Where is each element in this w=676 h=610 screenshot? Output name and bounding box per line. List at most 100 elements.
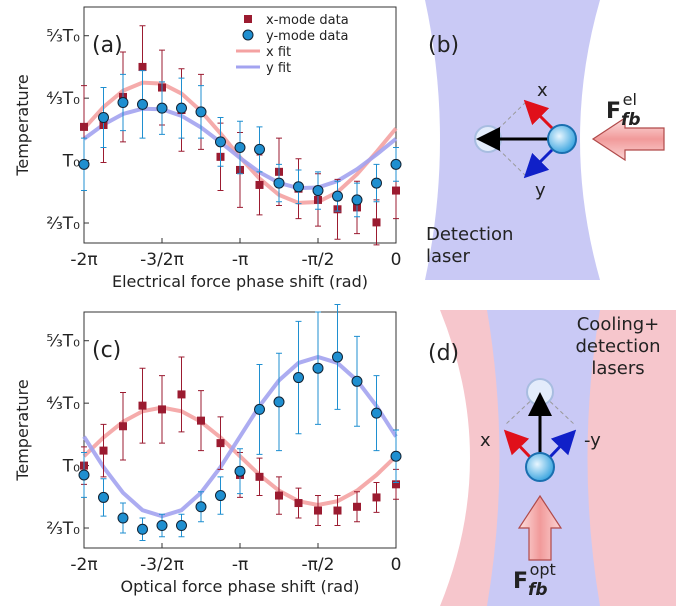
data-point — [372, 218, 381, 227]
legend-label: y fit — [266, 61, 291, 76]
force-label: Ffbopt — [513, 560, 556, 600]
data-point — [372, 493, 381, 502]
data-point — [197, 416, 205, 425]
data-point — [351, 375, 363, 387]
data-point — [351, 194, 363, 206]
data-point — [273, 177, 285, 189]
data-point — [156, 520, 168, 532]
fit-line — [82, 354, 398, 519]
data-point — [254, 143, 265, 155]
laser-label: laser — [426, 246, 470, 267]
y-tick-label: ⁵⁄₃T₀ — [46, 27, 80, 47]
y-axis-label: Temperature — [13, 74, 32, 176]
data-point — [80, 122, 88, 131]
y-tick-label: T₀ — [62, 152, 80, 172]
y-tick-label: ⁴⁄₃T₀ — [46, 89, 80, 109]
data-point — [275, 491, 283, 500]
data-point — [215, 136, 226, 148]
data-point — [293, 372, 304, 384]
panel-label: (c) — [92, 338, 121, 363]
y-tick-label: ⁴⁄₃T₀ — [46, 394, 80, 414]
plot-frame — [83, 311, 397, 549]
data-point — [392, 186, 400, 195]
data-point — [117, 97, 129, 109]
legend-label: x-mode data — [266, 13, 349, 28]
data-point — [78, 469, 90, 481]
x-axis-label: Optical force phase shift (rad) — [121, 577, 360, 596]
data-point — [137, 98, 148, 110]
data-point — [156, 102, 168, 114]
x-tick-label: -π — [232, 555, 248, 575]
data-point — [216, 439, 225, 448]
data-point — [177, 390, 186, 399]
data-point — [392, 480, 400, 489]
particle — [547, 124, 577, 154]
arrow — [523, 148, 554, 179]
data-point — [138, 401, 147, 410]
y-tick-label: ²⁄₃T₀ — [46, 519, 80, 539]
data-point — [215, 490, 226, 502]
x-tick-label: -π — [232, 250, 248, 270]
data-point — [234, 141, 246, 153]
data-point — [255, 472, 264, 481]
panel-label: (b) — [428, 33, 459, 58]
x-tick-label: 0 — [391, 555, 402, 575]
y-tick-label: ²⁄₃T₀ — [46, 214, 80, 234]
force-arrow — [591, 116, 665, 162]
particle — [525, 452, 555, 482]
force-arrow — [517, 494, 563, 561]
panel-label: (a) — [92, 33, 123, 58]
data-point — [117, 512, 129, 524]
axis-label: -y — [584, 430, 601, 451]
chart: ²⁄₃T₀ T₀ ⁴⁄₃T₀ ⁵⁄₃T₀ -2π -3/2π -π -π/2 0 Optical … — [13, 304, 402, 596]
data-point — [176, 520, 187, 532]
arrow — [548, 429, 577, 459]
data-point — [176, 102, 187, 114]
x-tick-label: -3/2π — [140, 250, 184, 270]
data-point — [390, 450, 402, 462]
data-point — [254, 403, 265, 415]
data-point — [158, 405, 166, 414]
data-point — [99, 446, 108, 455]
x-tick-label: 0 — [391, 250, 402, 270]
data-point — [138, 62, 147, 71]
arrow — [523, 99, 554, 130]
laser-label: lasers — [591, 358, 644, 379]
data-point — [137, 523, 148, 535]
data-point — [332, 190, 343, 202]
chart: ²⁄₃T₀ T₀ ⁴⁄₃T₀ ⁵⁄₃T₀ -2π -3/2π -π -π/2 0 Electric… — [13, 6, 402, 291]
legend-marker — [244, 15, 252, 23]
data-point — [98, 491, 109, 503]
diagram-b: (b) x y Ffbel Detection laser — [425, 0, 665, 280]
data-point — [314, 506, 322, 515]
force-label: Ffbel — [606, 90, 641, 130]
data-point — [195, 106, 207, 118]
legend-label: x fit — [266, 45, 291, 60]
data-point — [294, 499, 303, 508]
data-point — [353, 502, 361, 511]
axis-label: y — [535, 180, 546, 201]
x-axis-label: Electrical force phase shift (rad) — [112, 272, 368, 291]
data-point — [371, 177, 382, 189]
y-tick-label: T₀ — [62, 457, 80, 477]
data-point — [390, 158, 402, 170]
laser-label: detection — [575, 336, 660, 357]
data-point — [332, 351, 343, 363]
x-tick-label: -π/2 — [302, 250, 335, 270]
diagram-d: (d) x -y Ffbopt Cooling+ detection laser… — [428, 310, 676, 606]
axis-label: x — [537, 80, 548, 101]
x-tick-label: -2π — [70, 555, 97, 575]
data-point — [371, 407, 382, 419]
data-point — [255, 180, 264, 189]
data-point — [273, 396, 285, 408]
laser-label: Cooling+ — [577, 314, 660, 335]
data-point — [78, 158, 90, 170]
panel-label: (d) — [428, 341, 459, 366]
data-point — [333, 506, 342, 515]
x-tick-label: -π/2 — [302, 555, 335, 575]
legend-marker — [242, 29, 254, 41]
data-point — [312, 362, 324, 374]
y-axis-label: Temperature — [13, 379, 32, 481]
laser-label: Detection — [426, 224, 513, 245]
